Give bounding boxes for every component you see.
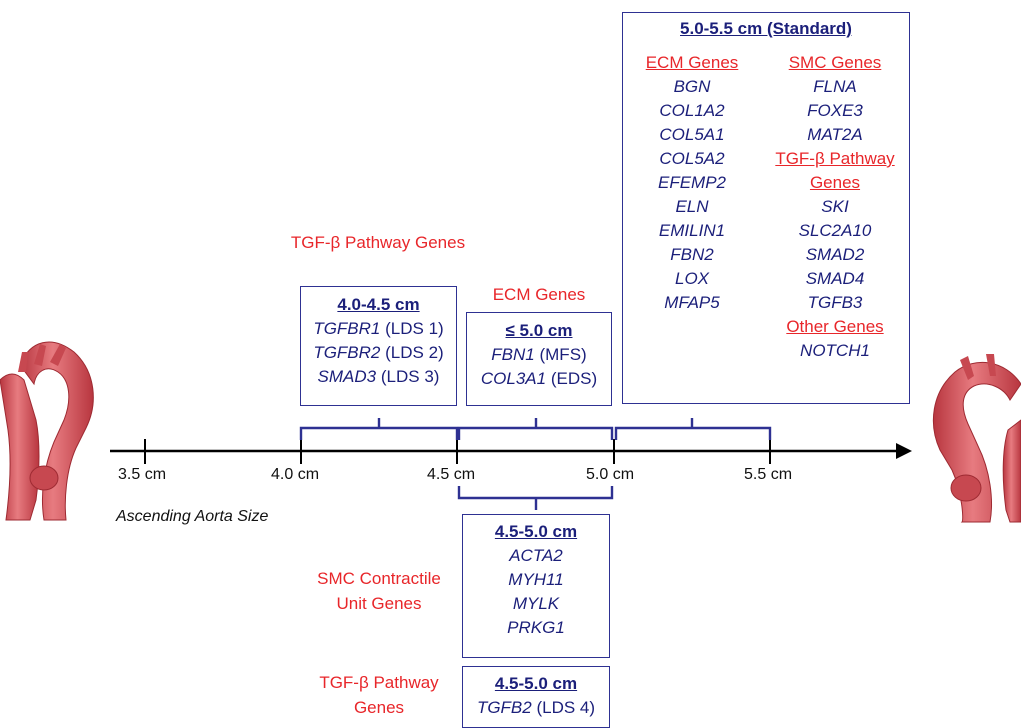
category-label-ecm: ECM Genes (492, 285, 586, 304)
gene-name: MYLK (512, 594, 560, 613)
tick-label-5-5: 5.5 cm (744, 466, 793, 483)
axis-caption: Ascending Aorta Size (116, 508, 269, 525)
category-header-tgfb-genes: Genes (809, 173, 861, 192)
gene-name: SLC2A10 (798, 221, 872, 240)
gene-row: TGFBR2 (LDS 2) (301, 341, 456, 365)
gene-name: COL1A2 (659, 101, 725, 120)
gene-note: (MFS) (539, 345, 587, 364)
box-title: 4.5-5.0 cm (494, 674, 578, 693)
standard-left-column: ECM Genes BGN COL1A2 COL5A1 COL5A2 EFEMP… (627, 51, 757, 315)
aorta-right-illustration (932, 354, 1021, 523)
category-text-line2: Genes (353, 698, 405, 717)
gene-name: SMAD2 (805, 245, 865, 264)
box-5-0-5-5-cm-standard: 5.0-5.5 cm (Standard) ECM Genes BGN COL1… (622, 12, 910, 404)
category-header-ecm: ECM Genes (645, 53, 739, 72)
category-text-line2: Unit Genes (336, 594, 422, 613)
gene-name: FBN2 (670, 245, 714, 264)
gene-name: SKI (821, 197, 849, 216)
gene-name: TGFBR1 (313, 319, 381, 338)
box-4-0-4-5-cm: 4.0-4.5 cm TGFBR1 (LDS 1) TGFBR2 (LDS 2)… (300, 286, 457, 406)
gene-note: (LDS 4) (536, 698, 596, 717)
gene-name: SMAD3 (317, 367, 377, 386)
box-4-5-5-0-cm-smc: 4.5-5.0 cm ACTA2 MYH11 MYLK PRKG1 (462, 514, 610, 658)
gene-name: MFAP5 (664, 293, 720, 312)
standard-right-column: SMC Genes FLNA FOXE3 MAT2A TGF-β Pathway… (765, 51, 905, 363)
gene-row: SMAD3 (LDS 3) (301, 365, 456, 389)
gene-note: (LDS 1) (385, 319, 444, 338)
gene-row: FBN1 (MFS) (467, 343, 611, 367)
gene-name: COL5A1 (659, 125, 725, 144)
gene-name: PRKG1 (507, 618, 565, 637)
gene-name: SMAD4 (805, 269, 865, 288)
gene-name: EFEMP2 (657, 173, 727, 192)
gene-name: NOTCH1 (800, 341, 870, 360)
gene-name: EMILIN1 (658, 221, 726, 240)
category-label-smc-contractile: SMC Contractile Unit Genes (296, 566, 462, 616)
gene-note: (LDS 3) (380, 367, 440, 386)
category-label-tgfb-4-5: TGF-β Pathway Genes (296, 670, 462, 720)
gene-name: TGFB2 (476, 698, 532, 717)
brace-4-5-to-5-0-top (457, 418, 614, 440)
gene-name: BGN (673, 77, 711, 96)
box-title: 4.5-5.0 cm (494, 522, 578, 541)
tick-label-4-5: 4.5 cm (427, 466, 476, 483)
gene-note: (EDS) (550, 369, 598, 388)
box-title: ≤ 5.0 cm (505, 321, 573, 340)
gene-name: COL5A2 (659, 149, 725, 168)
box-title: 5.0-5.5 cm (Standard) (680, 19, 852, 38)
category-header-smc: SMC Genes (788, 53, 882, 72)
category-text: TGF-β Pathway Genes (290, 233, 466, 252)
gene-name: COL3A1 (480, 369, 547, 388)
tick-label-4-0: 4.0 cm (271, 466, 320, 483)
gene-name: MAT2A (807, 125, 863, 144)
box-le-5-0-cm: ≤ 5.0 cm FBN1 (MFS) COL3A1 (EDS) (466, 312, 612, 406)
category-header-tgfb: TGF-β Pathway (775, 149, 895, 168)
gene-name: ELN (675, 197, 709, 216)
category-label-tgfb-4-0: TGF-β Pathway Genes (288, 230, 468, 255)
aorta-left-illustration (0, 341, 94, 521)
gene-name: TGFBR2 (313, 343, 381, 362)
gene-name: MYH11 (508, 570, 564, 589)
axis-arrowhead (896, 443, 912, 459)
tick-label-3-5: 3.5 cm (118, 466, 167, 483)
box-title: 4.0-4.5 cm (337, 295, 420, 314)
gene-name: TGFB3 (807, 293, 863, 312)
gene-name: FLNA (813, 77, 857, 96)
tick-label-5-0: 5.0 cm (586, 466, 635, 483)
brace-4-5-to-5-0-bottom (457, 486, 614, 510)
brace-4-0-to-4-5 (299, 418, 459, 440)
brace-5-0-to-5-5 (614, 418, 772, 440)
category-text-line1: TGF-β Pathway (319, 673, 439, 692)
gene-name: LOX (674, 269, 710, 288)
box-4-5-5-0-cm-tgfb2: 4.5-5.0 cm TGFB2 (LDS 4) (462, 666, 610, 728)
gene-row: TGFBR1 (LDS 1) (301, 317, 456, 341)
gene-note: (LDS 2) (385, 343, 444, 362)
category-header-other: Other Genes (786, 317, 884, 336)
gene-name: FBN1 (491, 345, 535, 364)
category-text-line1: SMC Contractile (317, 569, 441, 588)
gene-name: ACTA2 (509, 546, 563, 565)
gene-row: COL3A1 (EDS) (467, 367, 611, 391)
gene-name: FOXE3 (807, 101, 863, 120)
gene-row: TGFB2 (LDS 4) (463, 696, 609, 720)
